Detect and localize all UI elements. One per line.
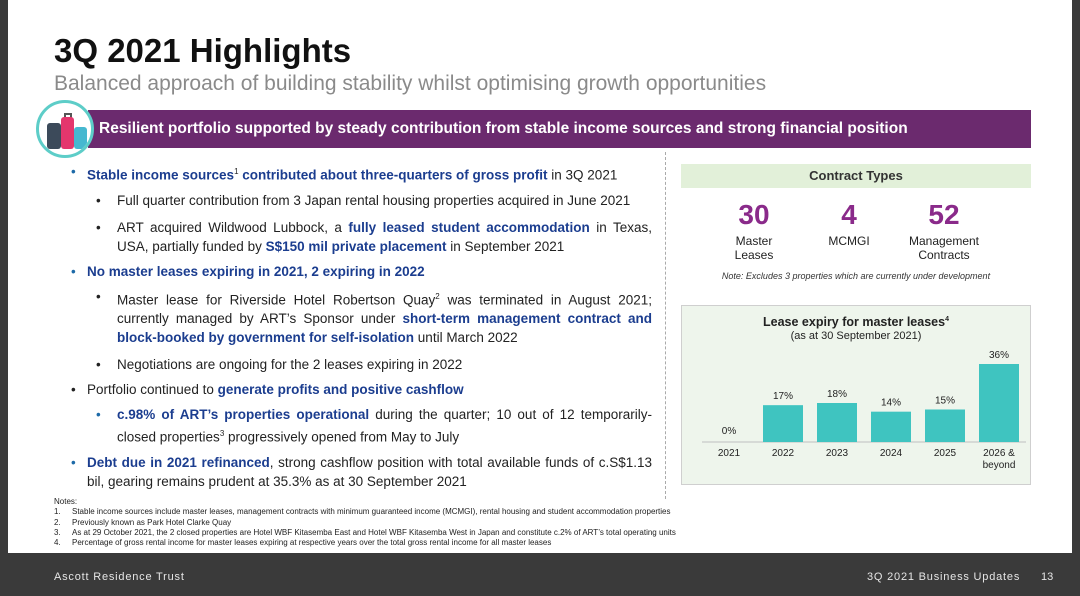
footnotes: Notes: 1. Stable income sources include m… <box>54 497 676 548</box>
footnote-item: 3. As at 29 October 2021, the 2 closed pr… <box>54 527 676 537</box>
chart-plot: 0% 2021 17% 2022 18% 2023 14% 2024 15% 2025 36% 202… <box>702 350 1026 471</box>
chart-value-label-1: 17% <box>773 391 793 402</box>
contract-types-header: Contract Types <box>681 164 1031 188</box>
bullet-master-leases: • No master leases expiring in 2021, 2 ex… <box>71 263 425 279</box>
sub-bullet-wildwood-lubbock: • ART acquired Wildwood Lubbock, a fully… <box>96 219 652 254</box>
chart-tick-label-3: 2024 <box>880 448 903 459</box>
chart-tick-label-1: 2022 <box>772 448 795 459</box>
contract-count: 4 <box>841 199 857 230</box>
contract-type-mcmgi: 4 MCMGI <box>794 199 904 249</box>
chart-value-label-3: 14% <box>881 398 901 409</box>
footnote-item: 1. Stable income sources include master l… <box>54 507 671 517</box>
luggage-icon <box>36 100 94 158</box>
bullet-stable-income: • Stable income sources1 contributed abo… <box>71 164 618 183</box>
column-divider <box>665 152 666 499</box>
chart-value-label-2: 18% <box>827 389 847 400</box>
bullet-portfolio-profits: • Portfolio continued to generate profit… <box>71 382 464 397</box>
chart-title: Lease expiry for master leases4 <box>763 315 949 329</box>
section-banner: Resilient portfolio supported by steady … <box>88 110 1031 148</box>
chart-bar-1 <box>763 405 803 442</box>
contract-type-management: 52 Management Contracts <box>889 199 999 263</box>
contract-count: 30 <box>738 199 770 230</box>
chart-tick-label-5: beyond <box>983 460 1016 471</box>
highlights-list: • Stable income sources1 contributed abo… <box>70 162 652 491</box>
sub-bullet-japan-acquisition: • Full quarter contribution from 3 Japan … <box>96 192 631 208</box>
chart-bar-3 <box>871 411 911 442</box>
footnote-item: 4. Percentage of gross rental income for … <box>54 538 552 548</box>
chart-value-label-0: 0% <box>722 426 737 437</box>
contract-label: Master Leases <box>734 234 774 262</box>
chart-bar-2 <box>817 403 857 442</box>
footnote-item: 2. Previously known as Park Hotel Clarke … <box>54 517 232 527</box>
chart-value-label-4: 15% <box>935 396 955 407</box>
sub-bullet-negotiations: • Negotiations are ongoing for the 2 leas… <box>96 357 463 372</box>
footer-company: Ascott Residence Trust <box>54 571 185 583</box>
chart-tick-label-0: 2021 <box>718 448 741 459</box>
page-number: 13 <box>1041 571 1054 583</box>
chart-bar-5 <box>979 364 1019 442</box>
page-title: 3Q 2021 Highlights <box>54 32 352 69</box>
lease-expiry-chart: Lease expiry for master leases4 (as at 3… <box>681 305 1031 485</box>
chart-subtitle: (as at 30 September 2021) <box>790 330 922 342</box>
sub-bullet-operational: • c.98% of ART’s properties operational … <box>96 407 652 445</box>
contract-types-note: Note: Excludes 3 properties which are cu… <box>721 271 991 281</box>
contract-label: Management Contracts <box>908 234 980 262</box>
chart-tick-label-2: 2023 <box>826 448 849 459</box>
notes-heading: Notes: <box>54 497 78 506</box>
footer-bar: Ascott Residence Trust 3Q 2021 Business … <box>0 553 1080 596</box>
banner-text: Resilient portfolio supported by steady … <box>99 120 908 137</box>
sub-bullet-riverside-hotel: • Master lease for Riverside Hotel Rober… <box>96 288 652 346</box>
contract-label: MCMGI <box>828 234 870 248</box>
footer-section: 3Q 2021 Business Updates <box>867 571 1021 583</box>
chart-tick-label-4: 2025 <box>934 448 957 459</box>
slide: 3Q 2021 Highlights Balanced approach of … <box>8 0 1072 553</box>
contract-type-master-leases: 30 Master Leases <box>699 199 809 263</box>
chart-tick-label-5: 2026 & <box>983 448 1015 459</box>
bullet-debt-refinanced: • Debt due in 2021 refinanced, strong ca… <box>71 454 652 489</box>
chart-bar-4 <box>925 409 965 442</box>
chart-value-label-5: 36% <box>989 350 1009 361</box>
contract-count: 52 <box>928 199 960 230</box>
page-subtitle: Balanced approach of building stability … <box>54 72 767 95</box>
